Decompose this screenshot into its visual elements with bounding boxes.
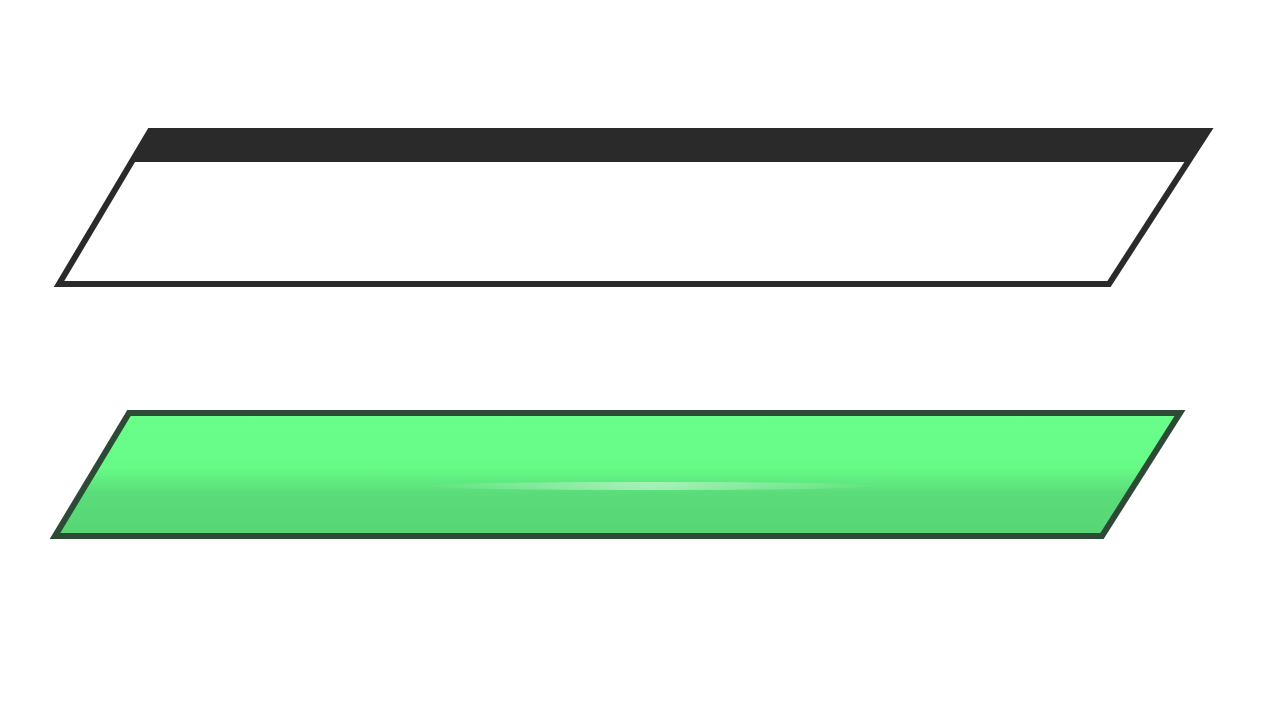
empty-bar xyxy=(53,128,1214,287)
full-bar-shine xyxy=(420,482,880,490)
full-bar-fill xyxy=(49,410,1186,539)
empty-bar-top-band xyxy=(134,131,1207,162)
full-bar xyxy=(49,410,1186,539)
